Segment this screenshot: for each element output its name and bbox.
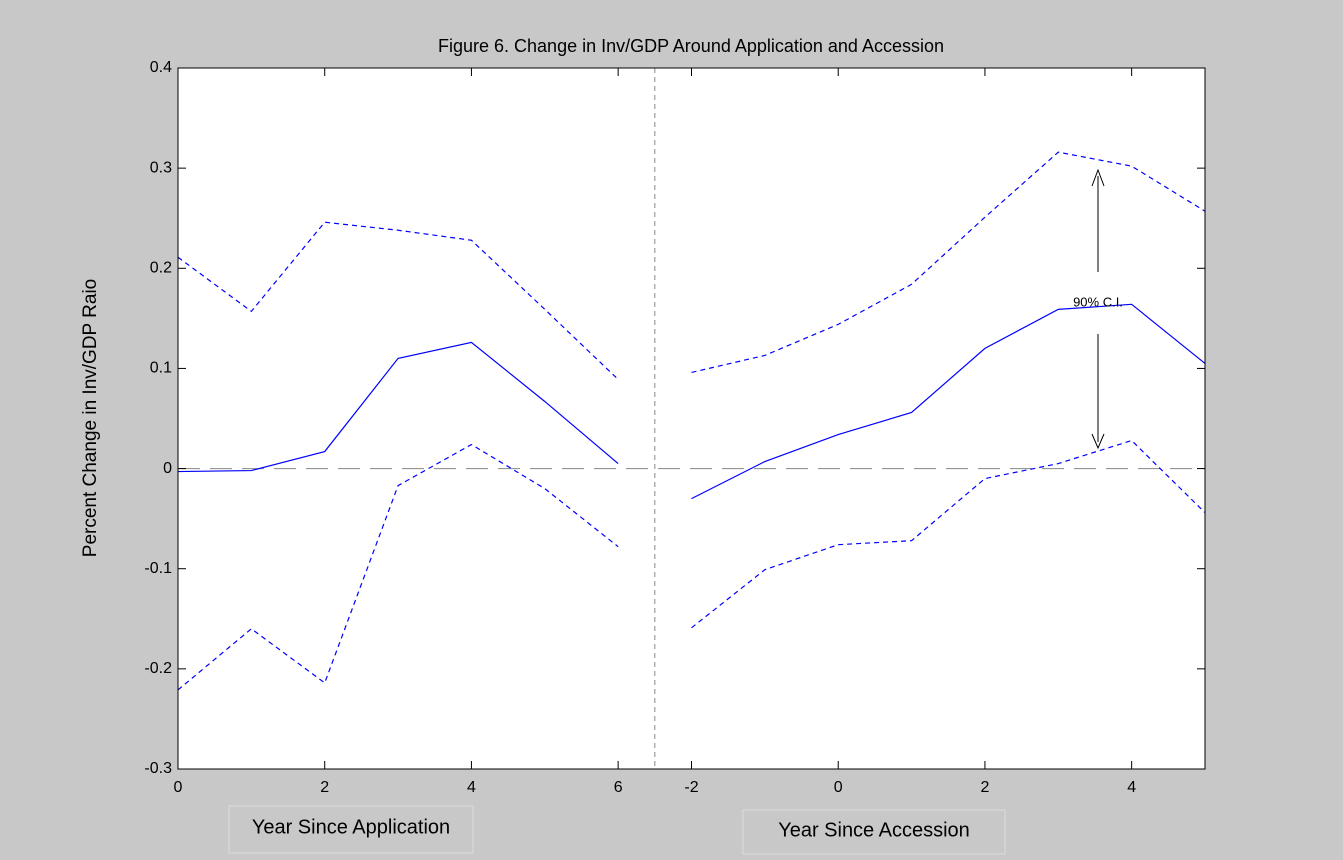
x-axis-label: Year Since Accession — [778, 819, 970, 841]
x-tick-label: -2 — [684, 779, 698, 796]
x-tick-label: 2 — [320, 779, 329, 796]
plot-area — [178, 68, 1205, 769]
x-tick-label: 0 — [174, 779, 183, 796]
annotation: 90% C.I. — [1073, 294, 1123, 309]
y-tick-label: 0.1 — [150, 360, 172, 377]
arrow-head — [1091, 433, 1105, 450]
chart-title: Figure 6. Change in Inv/GDP Around Appli… — [438, 36, 944, 56]
x-label-box — [742, 809, 1006, 855]
y-axis-label: Percent Change in Inv/GDP Raio — [80, 279, 101, 557]
series-line — [177, 443, 619, 691]
y-tick-label: 0 — [163, 460, 172, 477]
y-tick-label: -0.1 — [144, 560, 172, 577]
x-tick-label: 0 — [834, 779, 843, 796]
x-tick-label: 6 — [614, 779, 623, 796]
y-tick-label: 0.3 — [150, 159, 172, 176]
series-line — [177, 341, 619, 473]
x-tick-label: 2 — [980, 779, 989, 796]
y-tick-label: -0.2 — [144, 660, 172, 677]
x-tick-label: 4 — [1127, 779, 1136, 796]
series-line — [691, 439, 1206, 629]
plot-frame — [177, 67, 1206, 770]
series-line — [691, 303, 1206, 500]
series-line — [691, 151, 1206, 374]
y-tick-label: 0.2 — [150, 260, 172, 277]
series-line — [177, 221, 619, 380]
x-tick-label: 4 — [467, 779, 476, 796]
x-axis-label: Year Since Application — [252, 816, 450, 838]
x-label-box — [228, 805, 474, 854]
ci-annotation: 90% C.I. — [1073, 168, 1123, 450]
y-tick-label: 0.4 — [150, 59, 172, 76]
arrow-head — [1091, 168, 1105, 187]
y-tick-label: -0.3 — [144, 760, 172, 777]
